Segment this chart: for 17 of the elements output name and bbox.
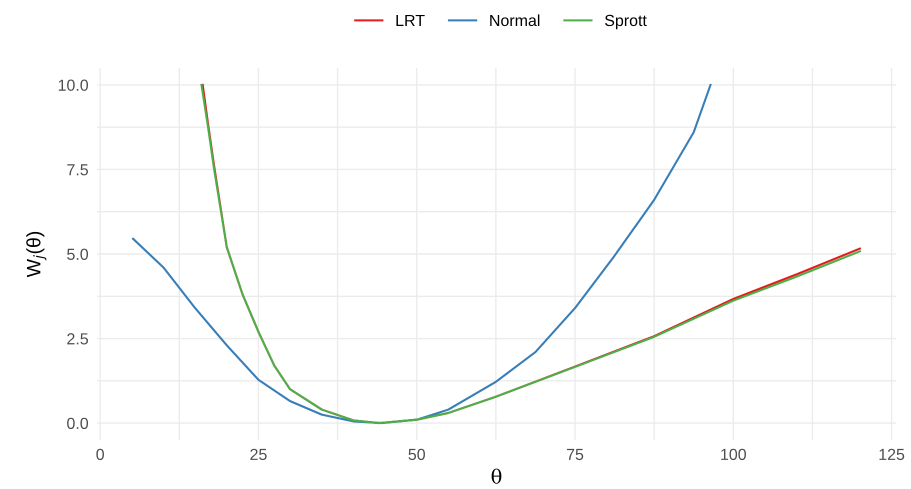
y-tick-label: 0.0 (67, 418, 88, 430)
y-axis-title: W$_{j}$(θ) (26, 232, 46, 278)
line-series (132, 84, 712, 424)
y-tick-label: 5.0 (67, 248, 88, 260)
x-tick-label: 25 (250, 448, 267, 460)
legend-label: Normal (490, 14, 540, 26)
y-tick-label: 10.0 (58, 80, 88, 91)
x-tick-label: 125 (879, 448, 904, 460)
y-tick-label: 7.5 (67, 164, 88, 176)
x-axis-title: θ (492, 468, 502, 484)
x-tick-label: 50 (408, 448, 425, 460)
x-tick-label: 0 (96, 448, 104, 460)
x-tick-label: 100 (721, 448, 746, 460)
y-tick-label: 2.5 (67, 333, 88, 344)
x-tick-label: 75 (566, 448, 584, 460)
legend-label: LRT (396, 14, 425, 26)
legend-label: Sprott (605, 14, 647, 30)
